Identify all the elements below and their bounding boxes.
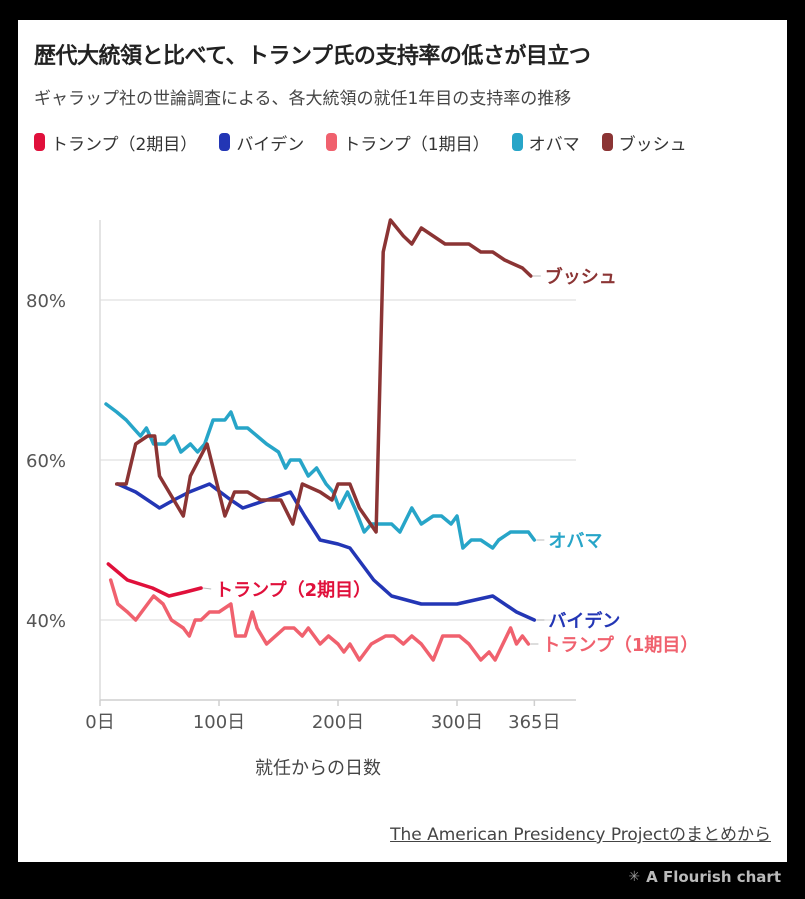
legend-label: トランプ（1期目） <box>343 134 490 155</box>
series-line[interactable] <box>108 578 531 662</box>
x-tick-label: 100日 <box>193 712 245 733</box>
chart-subtitle: ギャラップ社の世論調査による、各大統領の就任1年目の支持率の推移 <box>34 89 572 109</box>
x-tick-label: 300日 <box>431 712 483 733</box>
legend-label: ブッシュ <box>618 134 687 155</box>
legend-swatch <box>601 133 613 151</box>
x-tick-label: 365日 <box>508 712 560 733</box>
x-axis-label: 就任からの日数 <box>255 758 381 779</box>
source-link[interactable]: The American Presidency Projectのまとめから <box>390 825 771 845</box>
legend-swatch <box>511 133 523 151</box>
flourish-badge[interactable]: ✳ A Flourish chart <box>628 868 781 886</box>
series-line[interactable] <box>114 218 533 534</box>
legend-swatch <box>326 133 338 151</box>
legend-label: オバマ <box>528 134 580 155</box>
end-label: バイデン <box>548 610 620 632</box>
legend-swatch <box>219 133 231 151</box>
y-tick-label: 60% <box>26 451 66 472</box>
x-tick-label: 0日 <box>85 712 114 733</box>
series-lines <box>104 218 537 662</box>
series-line[interactable] <box>116 482 537 622</box>
flourish-logo-icon: ✳ <box>628 869 641 885</box>
end-label-leader <box>203 587 212 590</box>
chart-title: 歴代大統領と比べて、トランプ氏の支持率の低さが目立つ <box>34 44 591 69</box>
legend-item[interactable]: バイデン <box>219 130 305 155</box>
series-line[interactable] <box>104 402 537 550</box>
legend-item[interactable]: オバマ <box>511 130 580 155</box>
y-tick-label: 40% <box>26 611 66 632</box>
x-tick-label: 200日 <box>312 712 364 733</box>
legend-item[interactable]: トランプ（1期目） <box>326 130 490 155</box>
legend-label: バイデン <box>236 134 305 155</box>
end-label: トランプ（2期目） <box>215 579 371 601</box>
legend-item[interactable]: トランプ（2期目） <box>34 130 198 155</box>
end-label: ブッシュ <box>545 266 617 288</box>
legend-label: トランプ（2期目） <box>51 134 198 155</box>
end-label: トランプ（1期目） <box>542 634 698 656</box>
flourish-badge-label: A Flourish chart <box>646 868 781 886</box>
series-line[interactable] <box>106 562 203 598</box>
legend-item[interactable]: ブッシュ <box>601 130 687 155</box>
chart-card: 歴代大統領と比べて、トランプ氏の支持率の低さが目立つ ギャラップ社の世論調査によ… <box>18 20 787 862</box>
legend: トランプ（2期目） バイデン トランプ（1期目） オバマ ブッシュ <box>34 130 774 155</box>
y-tick-label: 80% <box>26 291 66 312</box>
end-label: オバマ <box>548 531 602 552</box>
legend-swatch <box>34 133 45 151</box>
gridlines: 40% 60% 80% <box>26 291 576 632</box>
